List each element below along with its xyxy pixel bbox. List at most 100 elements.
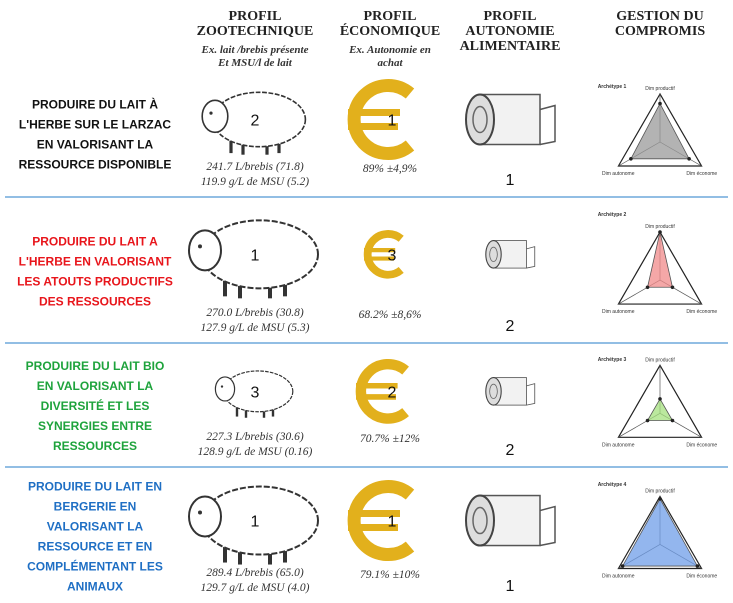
sheep-rank: 1 xyxy=(251,514,260,531)
archetype-label: Archétype 3 xyxy=(598,357,627,363)
row-label: PRODUIRE DU LAIT BIO xyxy=(26,359,165,373)
bale-ring xyxy=(489,246,498,262)
euro-arc xyxy=(347,79,415,160)
bale-trough xyxy=(526,246,536,269)
column-title: PROFIL xyxy=(229,9,282,24)
bale-trough xyxy=(539,104,556,146)
radar-axis-label: Dim autonome xyxy=(602,442,635,448)
euro-arc xyxy=(355,359,409,424)
row-label: BERGERIE EN xyxy=(54,500,137,514)
feed-rank: 1 xyxy=(506,578,515,595)
zoo-stat: 129.7 g/L de MSU (4.0) xyxy=(200,582,309,594)
sheep-icon xyxy=(201,91,307,155)
sheep-head xyxy=(188,495,222,538)
zoo-stat: 241.7 L/brebis (71.8) xyxy=(206,161,303,173)
row-label: SYNERGIES ENTRE xyxy=(38,419,152,433)
column-title: AUTONOMIE xyxy=(465,24,554,39)
sheep-icon xyxy=(214,370,294,418)
euro-stat: 79.1% ±10% xyxy=(360,569,420,581)
row-label: PRODUIRE DU LAIT À xyxy=(32,97,158,112)
sheep-rank: 2 xyxy=(251,113,260,130)
radar-point xyxy=(629,157,633,161)
radar-area xyxy=(647,231,673,288)
row-label: RESSOURCES xyxy=(53,439,137,453)
radar-frame xyxy=(617,364,703,438)
column-title: ÉCONOMIQUE xyxy=(340,22,440,39)
radar-point xyxy=(658,397,662,401)
radar-axis-label: Dim autonome xyxy=(602,573,635,579)
zoo-stat: 270.0 L/brebis (30.8) xyxy=(206,307,303,319)
radar-axis-label: Dim productif xyxy=(645,224,675,230)
feed-icon xyxy=(485,377,536,406)
bale-face xyxy=(485,240,502,269)
column-note: Et MSU/l de lait xyxy=(217,57,293,69)
column-title: ZOOTECHNIQUE xyxy=(197,24,314,39)
radar-point xyxy=(658,230,662,234)
euro-rank: 1 xyxy=(388,113,397,130)
radar-frame xyxy=(617,230,703,305)
radar-point xyxy=(645,285,650,290)
sheep-rank: 1 xyxy=(251,247,260,264)
radar-axis-label: Dim productif xyxy=(645,86,675,92)
radar-axis-label: Dim autonome xyxy=(602,171,635,177)
euro-arc xyxy=(347,480,415,562)
column-title: GESTION DU xyxy=(616,9,704,24)
radar-axis-label: Dim économe xyxy=(686,171,717,177)
bale-face xyxy=(465,494,495,547)
zoo-stat: 127.9 g/L de MSU (5.3) xyxy=(200,322,309,334)
euro-icon xyxy=(347,480,415,562)
zoo-stat: 227.3 L/brebis (30.6) xyxy=(206,431,303,443)
radar-point xyxy=(658,101,662,106)
row-label: EN VALORISANT LA xyxy=(37,138,154,152)
sheep-head xyxy=(214,376,236,402)
row-label: RESSOURCE ET EN xyxy=(38,540,153,554)
euro-icon xyxy=(347,79,415,160)
bale-ring xyxy=(489,383,498,399)
sheep-rank: 3 xyxy=(251,384,260,401)
column-title: COMPROMIS xyxy=(615,24,705,39)
zoo-stat: 289.4 L/brebis (65.0) xyxy=(206,567,303,579)
bale-face xyxy=(465,93,495,146)
row-label: LES ATOUTS PRODUCTIFS xyxy=(17,275,173,289)
sheep-head xyxy=(201,99,229,134)
bale-trough xyxy=(539,505,556,547)
radar-point xyxy=(695,564,700,568)
sheep-eye xyxy=(198,244,202,249)
row-label: L'HERBE SUR LE LARZAC xyxy=(19,118,172,132)
feed-rank: 1 xyxy=(506,172,515,189)
radar-area xyxy=(630,102,690,160)
row-label: L'HERBE EN VALORISANT xyxy=(19,255,172,269)
zoo-stat: 119.9 g/L de MSU (5.2) xyxy=(201,176,309,188)
archetype-label: Archétype 4 xyxy=(598,482,627,488)
radar-point xyxy=(645,418,650,423)
row-label: DES RESSOURCES xyxy=(39,295,151,309)
radar-point xyxy=(620,564,625,568)
row-label: DIVERSITÉ ET LES xyxy=(41,398,150,413)
sheep-eye xyxy=(209,111,213,115)
radar-frame xyxy=(617,92,703,167)
archetype-label: Archétype 2 xyxy=(598,212,627,218)
radar-area xyxy=(621,498,699,567)
column-note: Ex. lait /brebis présente xyxy=(201,44,309,56)
row-label: EN VALORISANT LA xyxy=(37,379,154,393)
row-label: VALORISANT LA xyxy=(47,520,144,534)
euro-rank: 1 xyxy=(388,514,397,531)
euro-icon xyxy=(355,359,409,424)
row-label: RESSOURCE DISPONIBLE xyxy=(19,158,172,172)
radar-axis-label: Dim économe xyxy=(686,309,717,315)
row-label: PRODUIRE DU LAIT A xyxy=(32,235,158,249)
radar-axis-label: Dim productif xyxy=(645,357,675,363)
euro-arc xyxy=(363,230,404,279)
row-label: ANIMAUX xyxy=(67,580,123,594)
bale-ring xyxy=(472,105,488,134)
row-label: COMPLÉMENTANT LES xyxy=(27,559,163,574)
radar-axis-label: Dim économe xyxy=(686,573,717,579)
bale-ring xyxy=(472,506,488,535)
column-note: Ex. Autonomie en xyxy=(348,44,431,56)
sheep-head xyxy=(188,229,222,272)
feed-rank: 2 xyxy=(506,318,515,335)
feed-icon xyxy=(465,93,556,146)
radar-point xyxy=(670,418,675,423)
radar-frame xyxy=(617,495,703,570)
sheep-eye xyxy=(220,385,224,388)
